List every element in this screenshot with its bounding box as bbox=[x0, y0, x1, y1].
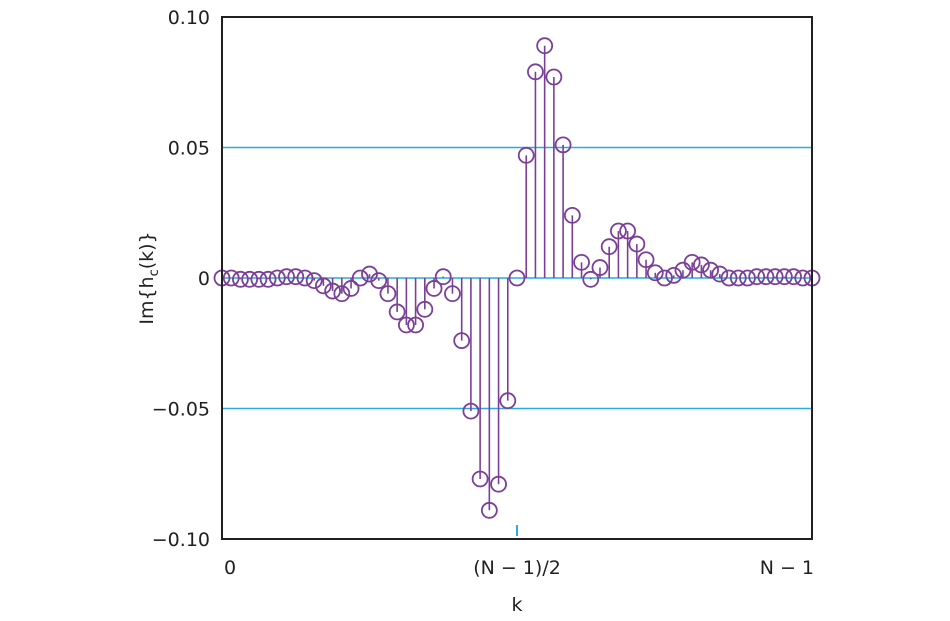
y-tick-label: 0 bbox=[198, 268, 210, 290]
stem-marker bbox=[527, 63, 544, 81]
plot-frame bbox=[221, 16, 813, 540]
stem-marker bbox=[739, 269, 756, 287]
x-tick-label: 0 bbox=[224, 557, 236, 579]
stem-marker bbox=[416, 300, 434, 318]
stem-marker bbox=[508, 269, 526, 287]
y-axis-title-tail: (k)} bbox=[136, 231, 158, 269]
stem-marker bbox=[296, 269, 314, 287]
stem-marker bbox=[324, 282, 342, 300]
stem-marker bbox=[554, 136, 572, 154]
stem-marker bbox=[646, 264, 664, 282]
stem-marker bbox=[692, 256, 710, 274]
stem-marker bbox=[241, 270, 259, 288]
stem-marker bbox=[379, 285, 397, 303]
stem-marker bbox=[471, 470, 489, 488]
stem-marker bbox=[370, 272, 388, 290]
stem-marker bbox=[619, 222, 637, 240]
stem-marker bbox=[232, 270, 249, 288]
stem-marker bbox=[545, 68, 563, 86]
stem-marker bbox=[665, 266, 683, 284]
y-tick-label: −0.10 bbox=[152, 529, 210, 551]
stem-marker bbox=[397, 316, 415, 334]
stem-marker bbox=[315, 277, 332, 295]
stem-marker bbox=[610, 222, 627, 240]
stem-marker bbox=[480, 501, 498, 519]
y-tick-label: 0.10 bbox=[168, 7, 210, 29]
stem-marker bbox=[775, 268, 793, 286]
stem-marker bbox=[462, 402, 480, 420]
stem-marker bbox=[250, 270, 268, 288]
stem-marker bbox=[656, 269, 673, 287]
data-markers bbox=[213, 37, 821, 519]
stem-marker bbox=[573, 253, 590, 271]
stem-marker bbox=[287, 268, 305, 286]
stem-marker bbox=[444, 285, 461, 303]
stem-marker bbox=[794, 269, 812, 287]
stem-marker bbox=[453, 332, 471, 350]
x-axis-title: k bbox=[511, 594, 522, 616]
stem-marker bbox=[407, 316, 424, 334]
stem-marker bbox=[748, 268, 766, 286]
stem-marker bbox=[222, 269, 240, 287]
stem-marker bbox=[785, 268, 802, 286]
stem-marker bbox=[499, 392, 517, 410]
stem-marker bbox=[591, 259, 609, 276]
stem-marker bbox=[305, 272, 323, 290]
y-tick-labels: −0.10 −0.05 0 0.05 0.10 bbox=[152, 7, 210, 551]
stem-marker bbox=[425, 280, 443, 297]
stem-marker bbox=[683, 253, 701, 271]
y-axis-title-subscript: c bbox=[147, 269, 162, 276]
stem-marker bbox=[628, 235, 646, 253]
stem-marker bbox=[711, 265, 729, 283]
stem-marker bbox=[637, 251, 655, 269]
y-tick-label: 0.05 bbox=[168, 138, 210, 160]
y-axis-title: Im{hc(k)} bbox=[136, 231, 162, 324]
x-tick-label: N − 1 bbox=[760, 557, 814, 579]
stem-marker bbox=[388, 303, 406, 321]
x-tick-label: (N − 1)/2 bbox=[473, 557, 561, 579]
stem-marker bbox=[702, 261, 719, 279]
stem-marker bbox=[536, 37, 554, 55]
stem-marker bbox=[342, 280, 360, 297]
y-tick-label: −0.05 bbox=[152, 399, 210, 421]
stem-marker bbox=[259, 270, 277, 288]
stem-marker bbox=[766, 268, 784, 286]
grid-lines bbox=[222, 146, 812, 410]
stem-marker bbox=[582, 270, 600, 288]
stem-marker bbox=[757, 268, 775, 286]
stem-marker bbox=[600, 238, 618, 256]
stem-marker bbox=[333, 285, 351, 303]
y-axis-title-main: Im{h bbox=[136, 276, 158, 324]
stem-marker bbox=[490, 475, 507, 493]
stem-marker bbox=[351, 269, 369, 287]
stem-marker bbox=[563, 206, 581, 224]
stem-marker bbox=[268, 269, 286, 287]
stem-marker bbox=[729, 269, 747, 287]
x-tick-labels: 0 (N − 1)/2 N − 1 bbox=[224, 557, 814, 579]
stem-marker bbox=[720, 269, 738, 287]
stem-marker bbox=[278, 268, 295, 286]
stem-marker bbox=[517, 146, 535, 164]
stem-marker bbox=[434, 268, 452, 286]
